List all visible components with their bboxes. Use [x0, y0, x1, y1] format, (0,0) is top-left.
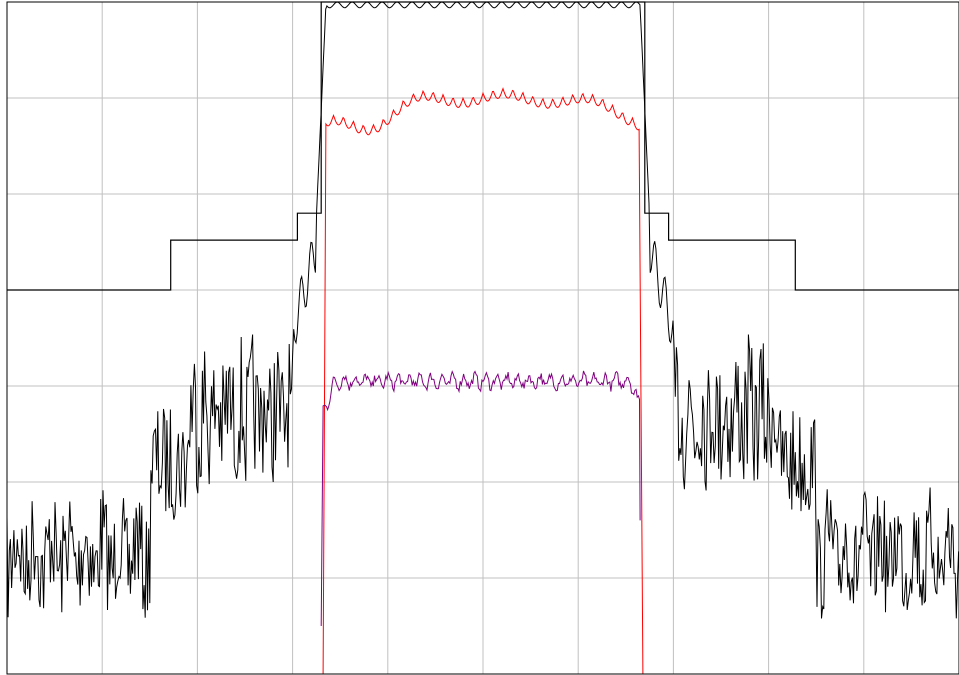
series-red-line [322, 87, 644, 675]
series-black-line [6, 1, 959, 619]
plot-frame [6, 1, 959, 675]
series-layer [6, 1, 959, 675]
series-purple-line [320, 370, 641, 627]
